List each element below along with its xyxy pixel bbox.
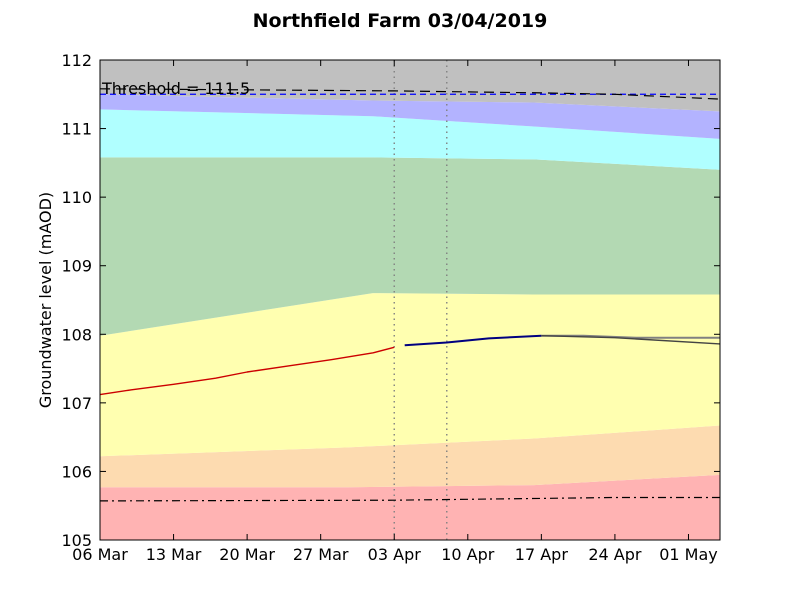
x-tick-label-1: 13 Mar: [146, 545, 202, 564]
chart-title: Northfield Farm 03/04/2019: [253, 10, 548, 32]
y-tick-label-2: 107: [61, 394, 92, 413]
x-tick-label-2: 20 Mar: [219, 545, 275, 564]
x-axis: 06 Mar 13 Mar 20 Mar 27 Mar 03 Apr 10 Apr 17 A…: [72, 60, 718, 564]
band-0: [100, 474, 720, 540]
x-tick-label-0: 06 Mar: [72, 545, 128, 564]
x-tick-label-7: 24 Apr: [588, 545, 642, 564]
threshold-label: Threshold = 111.5: [101, 79, 250, 98]
band-5: [100, 94, 720, 139]
band-1: [100, 425, 720, 488]
y-axis-label: Groundwater level (mAOD): [36, 192, 55, 408]
x-tick-label-6: 17 Apr: [515, 545, 569, 564]
series-line-5: [99, 496, 720, 502]
series-line-1: [404, 334, 542, 347]
y-tick-label-0: 105: [61, 531, 92, 550]
y-tick-label-6: 111: [61, 120, 92, 139]
x-tick-label-3: 27 Mar: [293, 545, 349, 564]
band-6: [100, 60, 720, 112]
x-tick-label-4: 03 Apr: [368, 545, 422, 564]
plot-lines: [99, 60, 721, 540]
y-axis: 105 106 107 108 109 110 111 112: [61, 51, 720, 550]
x-tick-label-5: 10 Apr: [441, 545, 495, 564]
series-line-0: [99, 346, 395, 396]
band-3: [100, 157, 720, 336]
series-line-4: [99, 88, 721, 100]
y-tick-label-7: 112: [61, 51, 92, 70]
y-tick-label-1: 106: [61, 462, 92, 481]
y-tick-label-5: 110: [61, 188, 92, 207]
x-tick-label-8: 01 May: [659, 545, 718, 564]
plot-bands: [100, 60, 720, 540]
series-line-3: [541, 335, 721, 345]
y-tick-label-4: 109: [61, 257, 92, 276]
y-tick-label-3: 108: [61, 325, 92, 344]
band-2: [100, 293, 720, 457]
band-4: [100, 109, 720, 170]
plot-border: [99, 59, 721, 541]
plot-frame: [99, 59, 721, 541]
